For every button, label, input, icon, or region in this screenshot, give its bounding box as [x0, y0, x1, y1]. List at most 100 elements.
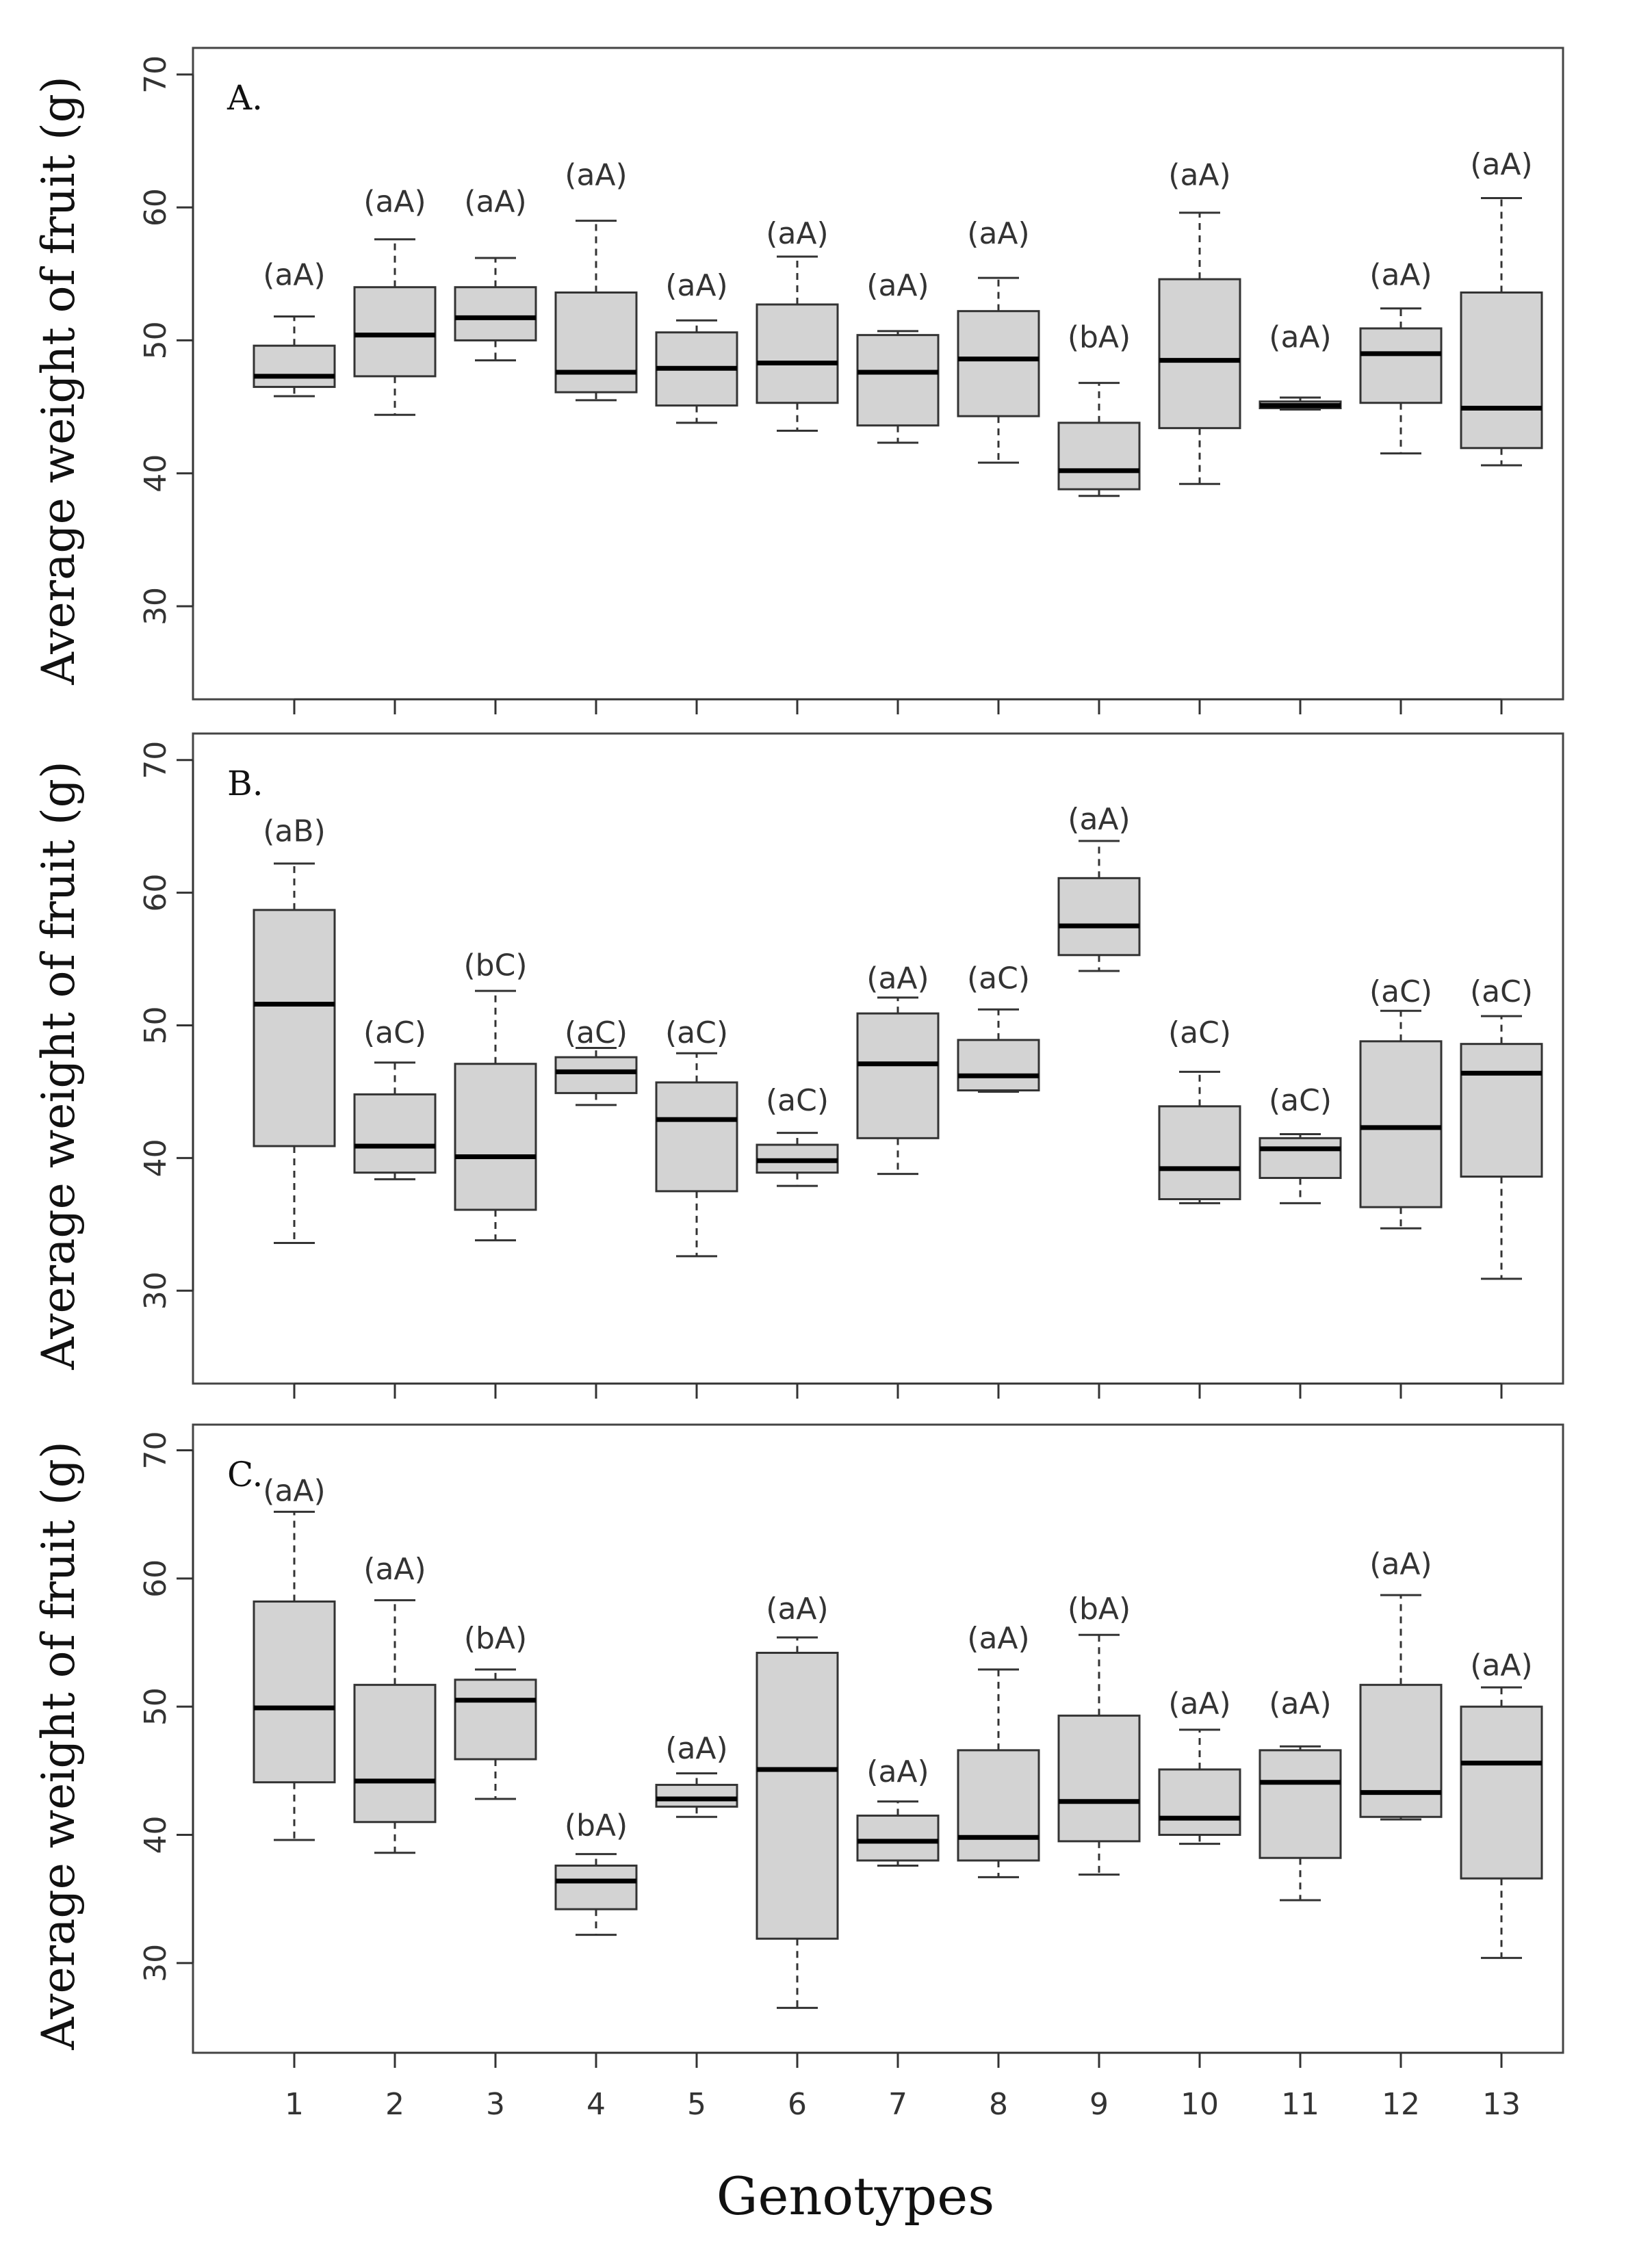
x-tick-label: 11 — [1281, 2087, 1319, 2122]
significance-letters: (aA) — [1269, 320, 1331, 355]
significance-letters: (aC) — [1168, 1015, 1231, 1050]
box-genotype-12: (aC) — [1359, 974, 1443, 1230]
x-tick-label: 8 — [989, 2087, 1008, 2122]
y-tick-label: 70 — [138, 741, 173, 779]
significance-letters: (aC) — [363, 1015, 426, 1050]
significance-letters: (aC) — [967, 961, 1030, 996]
significance-letters: (bA) — [1068, 320, 1131, 355]
box-genotype-11: (aA) — [1259, 320, 1342, 411]
y-axis: 30 40 50 60 70 — [138, 55, 194, 625]
iqr-box — [1359, 327, 1443, 404]
y-tick-label: 40 — [138, 1139, 173, 1177]
box-genotype-1: (aA) — [253, 1474, 336, 1841]
iqr-box — [957, 1749, 1040, 1862]
iqr-box — [1259, 1137, 1342, 1179]
box-genotype-6: (aA) — [756, 1592, 839, 2009]
x-tick-label: 9 — [1089, 2087, 1109, 2122]
significance-letters: (aA) — [1369, 257, 1432, 292]
iqr-box — [554, 1056, 638, 1094]
significance-letters: (aC) — [565, 1015, 628, 1050]
y-axis-label: Average weight of fruit (g) — [32, 761, 85, 1370]
significance-letters: (aC) — [1369, 974, 1432, 1009]
y-tick-label: 30 — [138, 587, 173, 625]
significance-letters: (aA) — [565, 158, 627, 193]
iqr-box — [756, 1651, 839, 1940]
iqr-box — [756, 303, 839, 404]
x-axis — [293, 698, 1503, 714]
x-tick-label: 10 — [1180, 2087, 1219, 2122]
x-tick-label: 6 — [788, 2087, 807, 2122]
significance-letters: (aA) — [866, 1754, 929, 1789]
significance-letters: (aC) — [1269, 1083, 1332, 1118]
box-genotype-8: (aA) — [957, 1621, 1040, 1878]
box-genotype-13: (aA) — [1460, 147, 1543, 467]
box-genotype-4: (bA) — [554, 1808, 638, 1936]
box-genotype-2: (aA) — [353, 1552, 437, 1854]
iqr-box — [655, 1783, 738, 1808]
x-tick-label: 7 — [888, 2087, 907, 2122]
iqr-box — [1359, 1683, 1443, 1818]
x-tick-label: 12 — [1382, 2087, 1420, 2122]
iqr-box — [253, 1600, 336, 1784]
iqr-box — [454, 286, 537, 341]
iqr-box — [1460, 291, 1543, 450]
significance-letters: (aC) — [1470, 974, 1533, 1009]
x-tick-label: 4 — [586, 2087, 606, 2122]
iqr-box — [1057, 422, 1141, 491]
box-genotype-1: (aA) — [253, 257, 336, 398]
iqr-box — [554, 1864, 638, 1910]
y-tick-label: 50 — [138, 1007, 173, 1045]
iqr-box — [454, 1063, 537, 1211]
panels: 30 40 50 60 70 Average weight of fruit (g) A. (… — [32, 47, 1564, 2122]
significance-letters: (bA) — [464, 1621, 527, 1656]
box-genotype-6: (aC) — [756, 1083, 839, 1187]
significance-letters: (aA) — [263, 257, 325, 292]
significance-letters: (aB) — [263, 814, 325, 849]
iqr-box — [454, 1678, 537, 1761]
y-tick-label: 40 — [138, 1816, 173, 1854]
y-tick-label: 30 — [138, 1271, 173, 1310]
significance-letters: (aA) — [1470, 1648, 1532, 1683]
significance-letters: (aA) — [866, 961, 929, 996]
box-genotype-3: (bA) — [454, 1621, 537, 1800]
significance-letters: (aA) — [967, 1621, 1029, 1656]
x-tick-label: 5 — [687, 2087, 706, 2122]
iqr-box — [1057, 877, 1141, 957]
iqr-box — [1259, 1749, 1342, 1859]
x-axis — [293, 1382, 1503, 1399]
box-genotype-9: (bA) — [1057, 1592, 1141, 1876]
box-genotype-1: (aB) — [253, 814, 336, 1244]
box-genotype-7: (aA) — [856, 268, 940, 444]
x-tick-label: 2 — [385, 2087, 404, 2122]
significance-letters: (aA) — [1168, 158, 1230, 193]
box-genotype-2: (aA) — [353, 184, 437, 416]
significance-letters: (aC) — [766, 1083, 829, 1118]
iqr-box — [856, 1012, 940, 1139]
y-axis: 30 40 50 60 70 — [138, 741, 194, 1310]
box-genotype-4: (aC) — [554, 1015, 638, 1106]
x-axis: 1 2 3 4 5 6 7 8 9 10 11 12 13 — [285, 2051, 1521, 2122]
box-genotype-7: (aA) — [856, 961, 940, 1176]
significance-letters: (aA) — [665, 268, 727, 303]
iqr-box — [353, 1093, 437, 1174]
y-tick-label: 60 — [138, 188, 173, 226]
box-genotype-12: (aA) — [1359, 1546, 1443, 1821]
box-genotype-5: (aA) — [655, 1731, 738, 1818]
significance-letters: (bA) — [565, 1808, 628, 1843]
y-tick-label: 30 — [138, 1944, 173, 1982]
iqr-box — [554, 291, 638, 393]
significance-letters: (aA) — [363, 1552, 426, 1587]
significance-letters: (bA) — [1068, 1592, 1131, 1626]
iqr-box — [957, 310, 1040, 417]
box-genotype-10: (aC) — [1158, 1015, 1241, 1204]
box-genotype-6: (aA) — [756, 216, 839, 432]
y-tick-label: 70 — [138, 55, 173, 94]
iqr-box — [856, 334, 940, 427]
significance-letters: (bC) — [464, 948, 528, 983]
iqr-box — [1460, 1043, 1543, 1178]
iqr-box — [1158, 278, 1241, 430]
significance-letters: (aA) — [464, 184, 526, 219]
x-axis-label: Genotypes — [717, 2166, 995, 2227]
box-genotype-10: (aA) — [1158, 158, 1241, 485]
